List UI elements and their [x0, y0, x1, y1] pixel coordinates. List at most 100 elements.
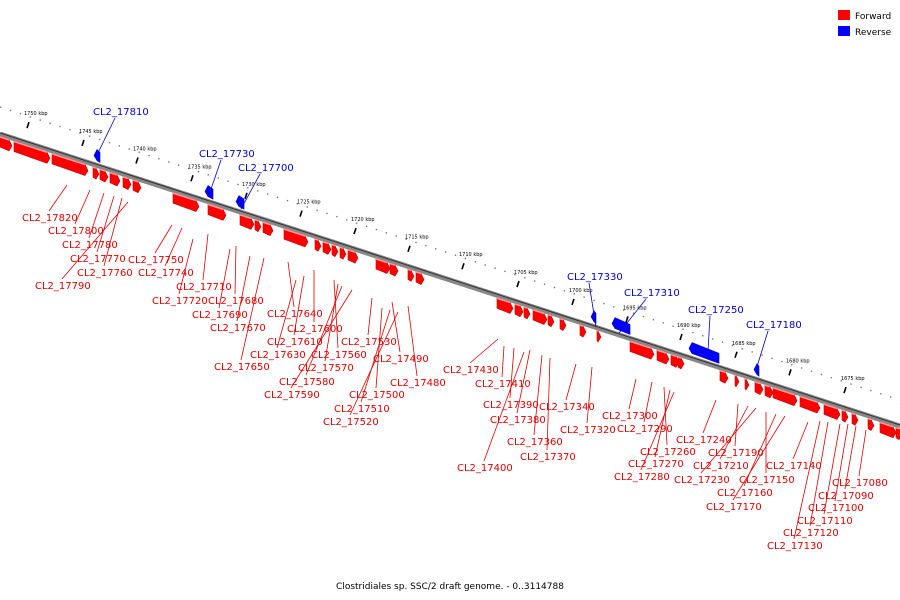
leader-line-forward: [407, 305, 418, 377]
gene-forward: [339, 246, 347, 260]
leader-line-forward: [546, 357, 551, 451]
leader-line-forward: [834, 423, 849, 502]
gene-forward-highlight: [496, 297, 511, 304]
leader-line-forward: [792, 421, 809, 460]
gene-label-forward: CL2_17650: [214, 362, 270, 373]
leader-line-forward: [240, 257, 265, 361]
leader-line-forward: [290, 289, 353, 389]
legend-reverse-swatch: [838, 26, 850, 36]
leader-line-forward: [533, 354, 543, 436]
gene-forward-highlight: [823, 403, 838, 410]
leader-line-forward: [367, 297, 373, 336]
gene-forward-highlight: [415, 271, 422, 275]
gene-label-reverse: CL2_17330: [567, 272, 623, 283]
gene-label-forward: CL2_17280: [614, 472, 670, 483]
gene-label-forward: CL2_17240: [676, 435, 732, 446]
gene-label-forward: CL2_17340: [539, 402, 595, 413]
gene-label-forward: CL2_17490: [373, 354, 429, 365]
leader-line-forward: [164, 227, 183, 267]
gene-reverse: [688, 342, 720, 364]
gene-reverse: [235, 195, 245, 210]
leader-line-forward: [469, 338, 499, 364]
gene-label-forward: CL2_17150: [739, 475, 795, 486]
gene-label-forward: CL2_17410: [475, 379, 531, 390]
gene-forward-highlight: [841, 409, 846, 412]
gene-label-forward: CL2_17260: [640, 447, 696, 458]
scale-tick-label: 1745 kbp: [79, 129, 103, 135]
gene-forward-highlight: [331, 244, 336, 247]
gene-forward-highlight: [0, 136, 10, 141]
scale-tick: [788, 369, 792, 376]
scale-tick-label: 1710 kbp: [459, 252, 483, 258]
gene-forward-highlight: [514, 303, 521, 307]
scale-tick: [734, 351, 738, 359]
gene-label-forward: CL2_17680: [208, 296, 264, 307]
genome-caption: Clostridiales sp. SSC/2 draft genome. - …: [336, 582, 564, 592]
leader-line-forward: [202, 233, 209, 281]
leader-line-reverse: [96, 117, 116, 156]
leader-line-forward: [719, 405, 749, 460]
gene-forward: [895, 427, 900, 441]
gene-forward-highlight: [579, 324, 584, 327]
gene-label-forward: CL2_17520: [323, 417, 379, 428]
leader-line-forward: [96, 195, 115, 253]
gene-forward: [744, 378, 750, 391]
gene-label-forward: CL2_17130: [767, 541, 823, 552]
gene-forward: [92, 166, 100, 180]
gene-label-forward: CL2_17800: [48, 226, 104, 237]
gene-label-forward: CL2_17720: [152, 296, 208, 307]
gene-forward-highlight: [677, 356, 682, 359]
gene-forward-highlight: [109, 171, 118, 176]
gene-label-forward: CL2_17750: [128, 255, 184, 266]
gene-forward-highlight: [322, 241, 329, 245]
leader-line-forward: [640, 391, 675, 471]
gene-label-forward: CL2_17640: [267, 309, 323, 320]
gene-forward-highlight: [879, 421, 894, 428]
gene-forward: [867, 418, 875, 431]
gene-label-forward: CL2_17360: [507, 437, 563, 448]
gene-label-reverse: CL2_17730: [199, 149, 255, 160]
gene-label-forward: CL2_17160: [717, 488, 773, 499]
gene-label-forward: CL2_17500: [349, 390, 405, 401]
leader-line-forward: [663, 386, 668, 446]
gene-label-forward: CL2_17430: [443, 365, 499, 376]
gene-label-forward: CL2_17110: [797, 516, 853, 527]
gene-label-forward: CL2_17670: [210, 323, 266, 334]
gene-forward-highlight: [13, 140, 48, 153]
gene-reverse: [753, 363, 760, 377]
leader-line-forward: [293, 275, 305, 336]
gene-label-forward: CL2_17610: [267, 337, 323, 348]
leader-line-forward: [154, 224, 173, 254]
scale-tick: [407, 245, 411, 252]
gene-forward-highlight: [207, 203, 224, 211]
gene-forward-highlight: [799, 395, 818, 403]
leader-line-forward: [287, 261, 295, 308]
gene-label-forward: CL2_17820: [22, 213, 78, 224]
gene-forward-highlight: [547, 314, 552, 317]
gene-label-forward: CL2_17780: [62, 240, 118, 251]
gene-forward-highlight: [772, 387, 795, 396]
gene-label-forward: CL2_17580: [279, 377, 335, 388]
leader-line-forward: [360, 309, 391, 403]
gene-label-forward: CL2_17140: [766, 461, 822, 472]
gene-label-forward: CL2_17710: [176, 282, 232, 293]
leader-line-forward: [654, 389, 671, 458]
leader-line-reverse: [755, 330, 769, 371]
leader-line-forward: [276, 279, 297, 349]
gene-label-forward: CL2_17770: [70, 254, 126, 265]
genome-backbone-core: [0, 132, 900, 426]
gene-label-forward: CL2_17370: [520, 452, 576, 463]
gene-forward-highlight: [254, 219, 259, 222]
gene-label-forward: CL2_17630: [250, 350, 306, 361]
gene-label-reverse: CL2_17310: [624, 288, 680, 299]
gene-label-forward: CL2_17120: [783, 528, 839, 539]
gene-forward-highlight: [92, 166, 97, 169]
scale-tick: [244, 192, 248, 200]
gene-label-forward: CL2_17560: [311, 350, 367, 361]
leader-line-forward: [628, 378, 637, 410]
genome-backbone: [0, 131, 900, 429]
leader-line-forward: [48, 184, 68, 212]
gene-forward-highlight: [262, 221, 271, 226]
gene-reverse: [611, 317, 631, 335]
gene-label-forward: CL2_17320: [560, 425, 616, 436]
